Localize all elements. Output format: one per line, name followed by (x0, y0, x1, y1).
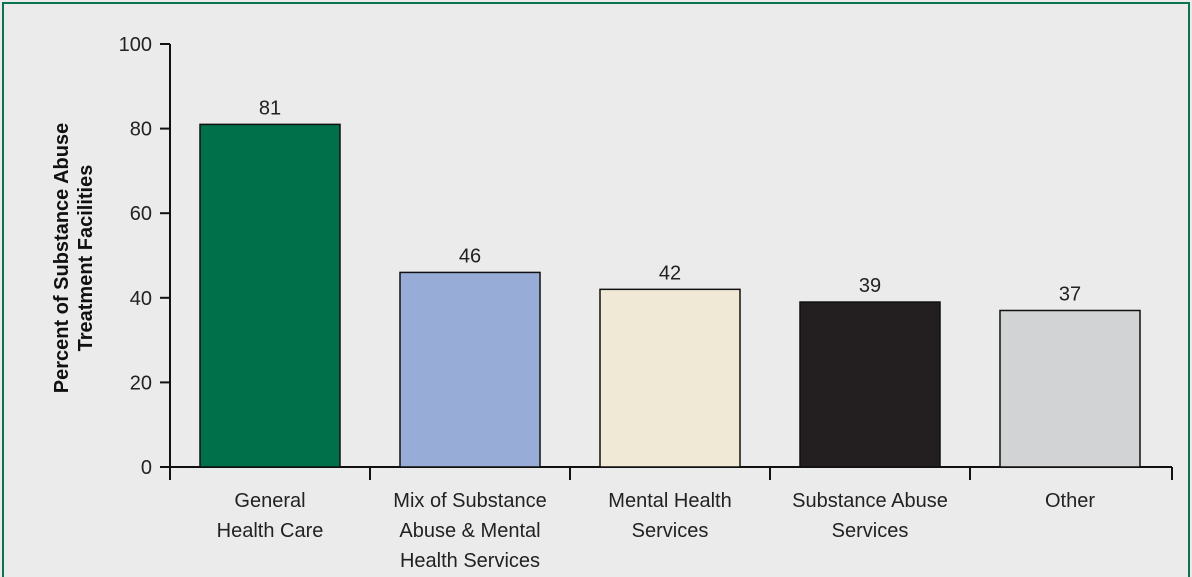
x-category-label: Mix of Substance (393, 490, 546, 512)
bars (199, 123, 1141, 468)
bar (799, 301, 941, 468)
x-category-label: Services (832, 520, 909, 542)
y-tick-label: 40 (130, 288, 152, 310)
y-tick-label: 0 (141, 457, 152, 479)
y-axis-label: Percent of Substance Abuse Treatment Faci… (51, 123, 97, 393)
x-category-label: Substance Abuse (792, 490, 948, 512)
x-category-label: Mental Health (608, 490, 731, 512)
bar (599, 288, 741, 468)
x-category-label: Services (632, 520, 709, 542)
y-axis-title-line: Percent of Substance Abuse (51, 123, 73, 393)
y-axis-title: Percent of Substance Abuse Treatment Faci… (51, 123, 97, 393)
data-label: 37 (1059, 283, 1081, 305)
y-tick-label: 100 (119, 34, 152, 56)
y-tick-label: 60 (130, 203, 152, 225)
x-category-label: Health Care (217, 520, 324, 542)
x-category-label: Health Services (400, 550, 540, 572)
y-axis-title-line: Treatment Facilities (75, 165, 97, 352)
y-tick-label: 80 (130, 119, 152, 141)
x-category-label: Abuse & Mental (399, 520, 540, 542)
y-tick-label: 20 (130, 372, 152, 394)
bar (999, 309, 1141, 468)
x-category-label: Other (1045, 490, 1095, 512)
data-label: 39 (859, 275, 881, 297)
data-label: 46 (459, 245, 481, 267)
labels: 0 20 40 60 80 100 81 General Health Care 46 Mix of… (119, 34, 1096, 572)
data-label: 81 (259, 97, 281, 119)
bar (199, 123, 341, 468)
bar (399, 271, 541, 468)
x-category-label: General (234, 490, 305, 512)
data-label: 42 (659, 262, 681, 284)
